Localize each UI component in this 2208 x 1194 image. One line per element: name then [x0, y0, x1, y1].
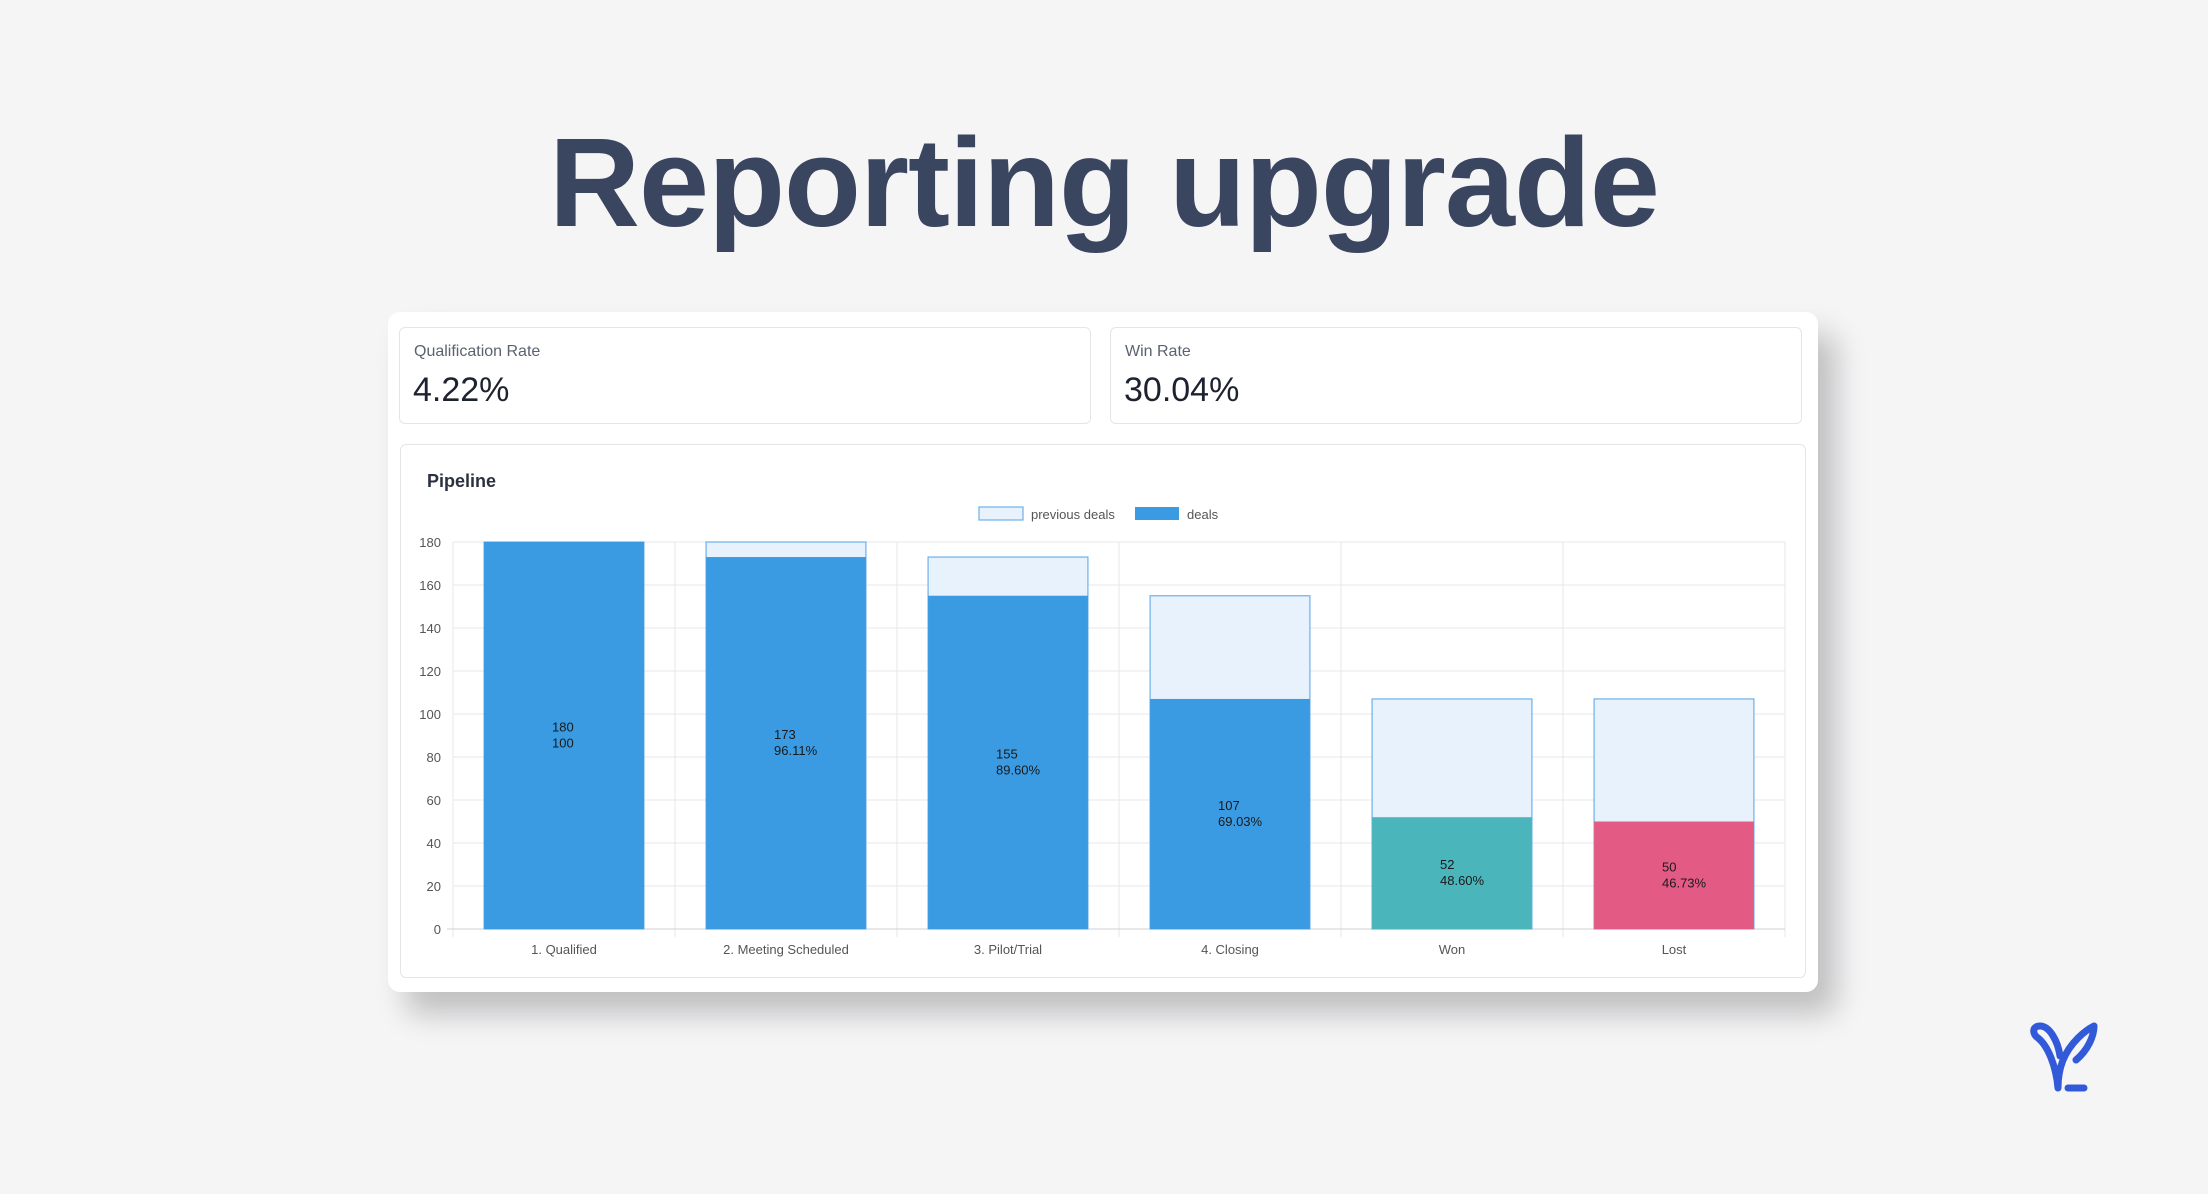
bar-data-label: 180 — [552, 720, 574, 735]
y-tick-label: 40 — [427, 836, 441, 851]
bar-deals — [706, 557, 866, 929]
page-title: Reporting upgrade — [549, 112, 1660, 253]
x-tick-label: 2. Meeting Scheduled — [723, 942, 849, 957]
kpi-card-win-rate: Win Rate 30.04% — [1110, 327, 1802, 424]
kpi-label: Win Rate — [1125, 343, 1191, 360]
report-panel: Qualification Rate 4.22% Win Rate 30.04%… — [388, 312, 1818, 992]
legend-swatch-deals — [1135, 507, 1179, 520]
bar-data-label: 52 — [1440, 857, 1454, 872]
bar-deals — [1594, 821, 1754, 929]
bar-data-label: 46.73% — [1662, 875, 1707, 890]
legend-label-previous-deals: previous deals — [1031, 507, 1115, 522]
x-tick-label: 1. Qualified — [531, 942, 597, 957]
bar-data-label: 89.60% — [996, 762, 1041, 777]
kpi-card-qualification-rate: Qualification Rate 4.22% — [399, 327, 1091, 424]
bar-data-label: 100 — [552, 736, 574, 751]
legend-label-deals: deals — [1187, 507, 1219, 522]
bar-data-label: 50 — [1662, 859, 1676, 874]
x-tick-label: Won — [1439, 942, 1466, 957]
bar-data-label: 69.03% — [1218, 814, 1263, 829]
x-tick-label: 3. Pilot/Trial — [974, 942, 1042, 957]
bar-deals — [484, 542, 644, 929]
bar-data-label: 96.11% — [774, 743, 818, 758]
kpi-value: 4.22% — [413, 371, 510, 409]
y-tick-label: 120 — [419, 664, 441, 679]
bar-data-label: 48.60% — [1440, 873, 1485, 888]
x-tick-label: 4. Closing — [1201, 942, 1259, 957]
sprout-icon — [2030, 1022, 2098, 1092]
bar-deals — [1372, 817, 1532, 929]
bar-data-label: 155 — [996, 746, 1018, 761]
bar-deals — [1150, 698, 1310, 929]
bar-deals — [928, 595, 1088, 929]
kpi-label: Qualification Rate — [414, 343, 541, 360]
y-tick-label: 160 — [419, 578, 441, 593]
y-tick-label: 0 — [434, 922, 441, 937]
bar-data-label: 107 — [1218, 798, 1240, 813]
x-tick-label: Lost — [1662, 942, 1687, 957]
y-tick-label: 20 — [427, 879, 441, 894]
kpi-value: 30.04% — [1124, 371, 1240, 409]
y-tick-label: 180 — [419, 535, 441, 550]
y-tick-label: 140 — [419, 621, 441, 636]
legend-swatch-previous-deals — [978, 506, 1024, 521]
y-tick-label: 100 — [419, 707, 441, 722]
y-tick-label: 60 — [427, 793, 441, 808]
y-tick-label: 80 — [427, 750, 441, 765]
chart-title: Pipeline — [427, 471, 497, 491]
pipeline-chart-card: Pipeline 0 20 40 60 80 100 120 140 160 180 180 100 1… — [400, 444, 1806, 978]
bar-data-label: 173 — [774, 727, 796, 742]
